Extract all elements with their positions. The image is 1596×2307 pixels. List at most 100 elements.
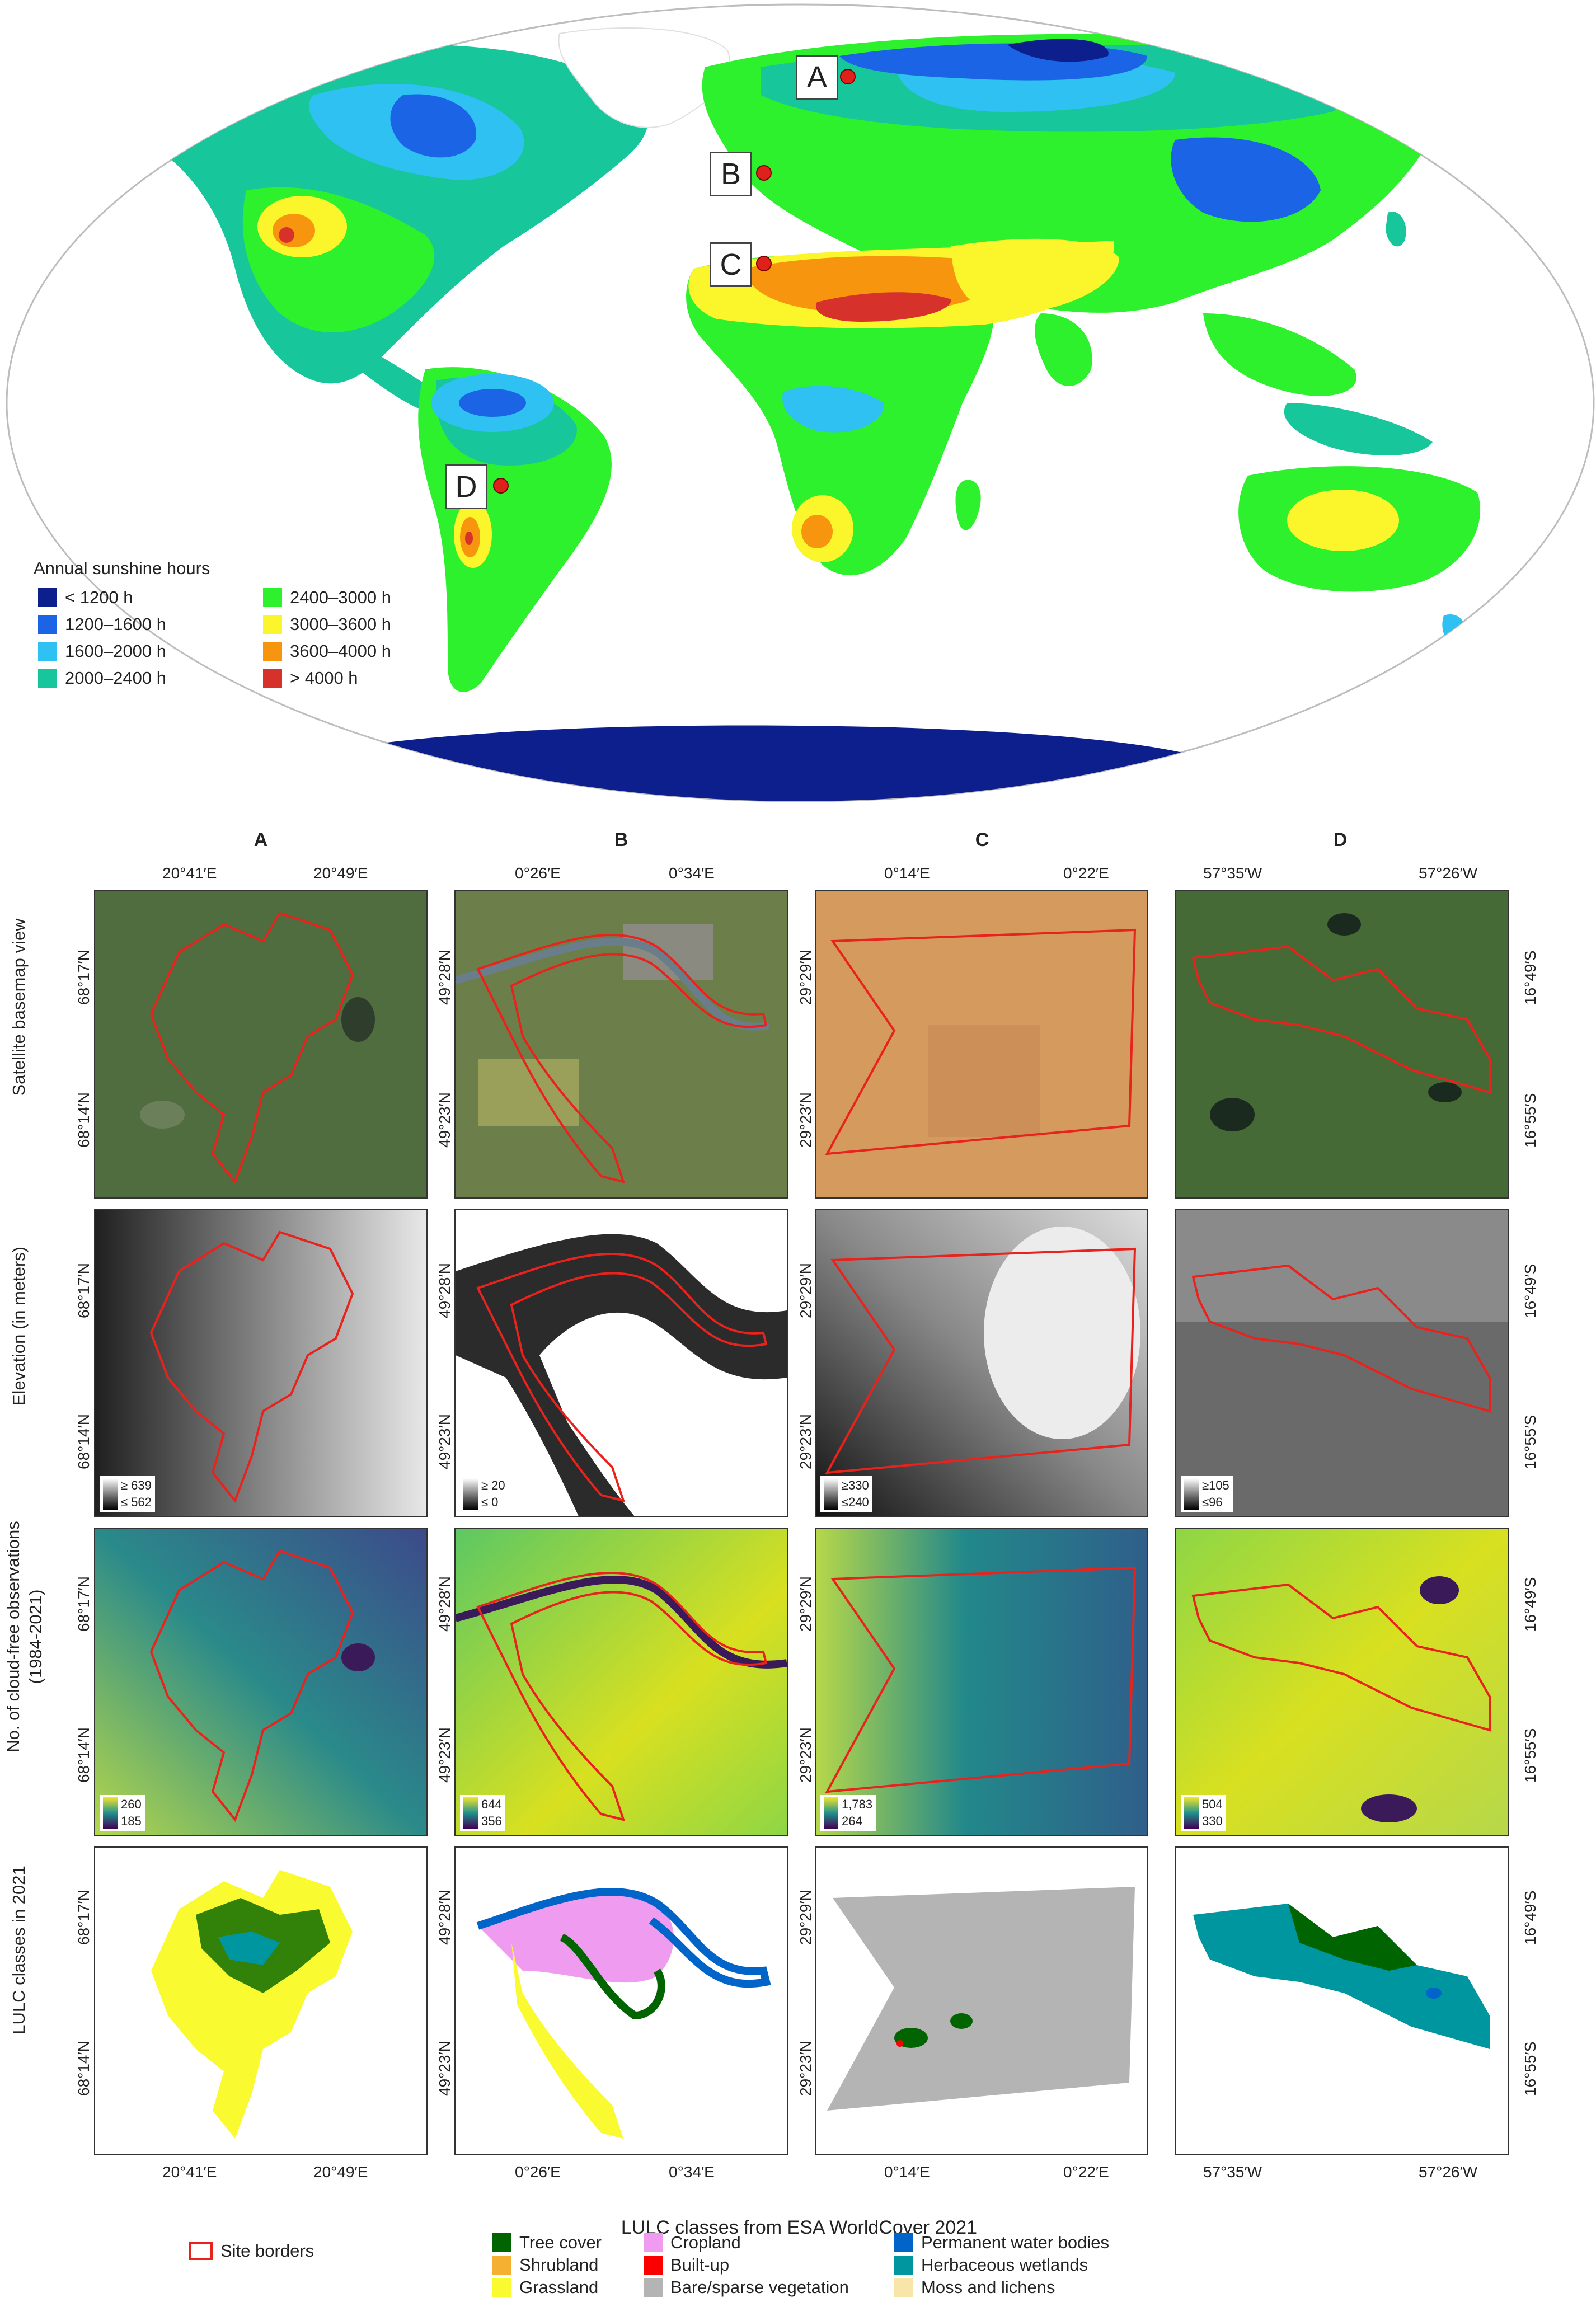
row-label-satellite: Satellite basemap view xyxy=(9,918,29,1096)
lulc-legend-item: Grassland xyxy=(492,2277,598,2297)
site-borders-legend: Site borders xyxy=(189,2241,314,2261)
lat-tick: 49°28′N xyxy=(436,1890,453,1945)
lat-tick: 29°29′N xyxy=(797,1890,814,1945)
lat-tick: 68°17′N xyxy=(75,1890,92,1945)
lat-tick: 49°28′N xyxy=(436,1263,453,1318)
site-border xyxy=(825,1566,1137,1793)
elevation-panel-a: ≥ 639 ≤ 562 xyxy=(94,1209,428,1517)
lon-tick: 0°26′E xyxy=(515,864,561,882)
legend-item: < 1200 h xyxy=(38,588,133,608)
lon-tick: 0°22′E xyxy=(1063,864,1109,882)
column-header-d: D xyxy=(1333,829,1348,851)
observations-scale: 504 330 xyxy=(1181,1795,1226,1831)
lat-tick: 29°29′N xyxy=(797,950,814,1005)
lat-tick: 29°23′N xyxy=(797,2041,814,2096)
lon-tick: 20°41′E xyxy=(162,2163,217,2181)
elevation-scale: ≥ 20 ≤ 0 xyxy=(460,1476,509,1512)
lat-tick: 68°14′N xyxy=(75,1727,92,1783)
lon-tick: 20°49′E xyxy=(313,864,368,882)
column-header-b: B xyxy=(614,829,628,851)
lat-tick: 68°14′N xyxy=(75,1092,92,1148)
observations-panel-c: 1,783 264 xyxy=(815,1528,1148,1836)
lon-tick: 0°22′E xyxy=(1063,2163,1109,2181)
lon-tick: 57°35′W xyxy=(1203,864,1262,882)
lulc-legend-item: Built-up xyxy=(644,2255,729,2275)
lat-tick: 68°17′N xyxy=(75,950,92,1005)
lon-tick: 0°34′E xyxy=(669,2163,715,2181)
lon-tick: 57°35′W xyxy=(1203,2163,1262,2181)
site-marker-a xyxy=(840,69,856,84)
lulc-legend-title: LULC classes from ESA WorldCover 2021 xyxy=(621,2217,978,2238)
legend-item: 1200–1600 h xyxy=(38,614,166,635)
sahara-hotspot xyxy=(816,292,951,322)
site-label-b: B xyxy=(710,152,752,196)
lat-tick: 29°23′N xyxy=(797,1727,814,1783)
lat-tick: 49°28′N xyxy=(436,950,453,1005)
lulc-panel-c xyxy=(815,1846,1148,2155)
lulc-panel-a xyxy=(94,1846,428,2155)
elevation-panel-b: ≥ 20 ≤ 0 xyxy=(454,1209,788,1517)
lat-tick: 68°14′N xyxy=(75,2041,92,2096)
legend-item: 1600–2000 h xyxy=(38,641,166,661)
satellite-panel-c xyxy=(815,890,1148,1199)
lon-tick: 0°14′E xyxy=(884,864,930,882)
site-border xyxy=(1191,945,1491,1094)
legend-title: Annual sunshine hours xyxy=(34,558,210,578)
elevation-panel-c: ≥330 ≤240 xyxy=(815,1209,1148,1517)
legend-item: 2400–3000 h xyxy=(263,588,391,608)
site-marker-b xyxy=(756,165,772,181)
lon-tick: 57°26′W xyxy=(1419,864,1478,882)
lulc-legend-item: Shrubland xyxy=(492,2255,598,2275)
lulc-legend-item: Moss and lichens xyxy=(894,2277,1055,2297)
lulc-legend-item: Permanent water bodies xyxy=(894,2233,1109,2253)
site-marker-d xyxy=(493,478,509,494)
lon-tick: 20°49′E xyxy=(313,2163,368,2181)
site-border xyxy=(476,934,768,1183)
column-header-c: C xyxy=(975,829,989,851)
legend-item: > 4000 h xyxy=(263,668,358,688)
lulc-legend-item: Bare/sparse vegetation xyxy=(644,2277,849,2297)
lon-tick: 0°34′E xyxy=(669,864,715,882)
observations-panel-a: 260 185 xyxy=(94,1528,428,1836)
row-label-elevation: Elevation (in meters) xyxy=(9,1246,29,1406)
lulc-legend-item: Tree cover xyxy=(492,2233,602,2253)
lat-tick: 29°23′N xyxy=(797,1092,814,1148)
lat-tick: 29°29′N xyxy=(797,1576,814,1632)
observations-panel-d: 504 330 xyxy=(1175,1528,1509,1836)
row-label-lulc: LULC classes in 2021 xyxy=(9,1866,29,2035)
site-border xyxy=(476,1253,768,1502)
lat-tick: 16°55′S xyxy=(1522,2041,1539,2096)
satellite-panel-b xyxy=(454,890,788,1199)
legend-item: 3000–3600 h xyxy=(263,614,391,635)
site-marker-c xyxy=(756,256,772,271)
lon-tick: 57°26′W xyxy=(1419,2163,1478,2181)
lat-tick: 68°17′N xyxy=(75,1576,92,1632)
observations-scale: 1,783 264 xyxy=(820,1795,876,1831)
lat-tick: 16°49′S xyxy=(1522,1577,1539,1632)
elevation-scale: ≥330 ≤240 xyxy=(820,1476,872,1512)
elevation-scale: ≥105 ≤96 xyxy=(1181,1476,1233,1512)
lat-tick: 16°49′S xyxy=(1522,950,1539,1005)
site-border xyxy=(149,911,354,1184)
site-border xyxy=(149,1549,354,1822)
site-label-c: C xyxy=(710,242,752,287)
lat-tick: 16°49′S xyxy=(1522,1263,1539,1318)
lat-tick: 49°23′N xyxy=(436,1414,453,1469)
lulc-panel-b xyxy=(454,1846,788,2155)
greenland-landmass xyxy=(558,27,730,128)
satellite-panel-a xyxy=(94,890,428,1199)
satellite-panel-d xyxy=(1175,890,1509,1199)
lat-tick: 16°55′S xyxy=(1522,1093,1539,1148)
site-label-d: D xyxy=(445,464,487,509)
lat-tick: 29°23′N xyxy=(797,1414,814,1469)
legend-item: 2000–2400 h xyxy=(38,668,166,688)
observations-panel-b: 644 356 xyxy=(454,1528,788,1836)
observations-scale: 644 356 xyxy=(460,1795,505,1831)
row-label-observations: No. of cloud-free observations (1984-202… xyxy=(3,1521,45,1752)
lulc-legend-item: Cropland xyxy=(644,2233,741,2253)
lon-tick: 0°26′E xyxy=(515,2163,561,2181)
lat-tick: 49°23′N xyxy=(436,1092,453,1148)
lat-tick: 49°23′N xyxy=(436,2041,453,2096)
site-border xyxy=(1191,1583,1491,1732)
lat-tick: 68°14′N xyxy=(75,1414,92,1469)
